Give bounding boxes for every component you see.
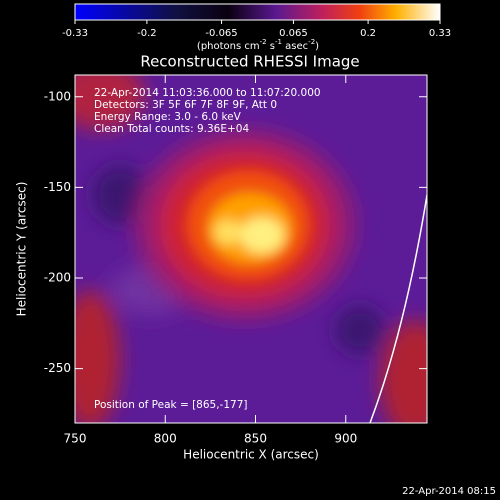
plot-frame: [74, 74, 428, 424]
colorbar-tick-label: 0.065: [279, 28, 308, 39]
colorbar-tick-label: 0.33: [429, 28, 451, 39]
annotation: 22-Apr-2014 11:03:36.000 to 11:07:20.000: [94, 87, 321, 99]
colorbar-tick-label: 0.2: [360, 28, 376, 39]
image: [75, 75, 427, 423]
unit-text: (photons cm: [197, 41, 260, 52]
unit-text: s: [267, 41, 275, 52]
x-tick-label: 850: [244, 432, 267, 446]
unit-exponent: -2: [260, 38, 267, 46]
x-tick-label: 900: [334, 432, 357, 446]
footer-date: 22-Apr-2014 08:15: [402, 486, 496, 497]
y-tick-label: -200: [44, 271, 71, 285]
annotation: Clean Total counts: 9.36E+04: [94, 123, 249, 135]
unit-exponent: -1: [275, 38, 282, 46]
colorbar-tick-label: -0.2: [137, 28, 157, 39]
colorbar: [74, 3, 441, 21]
y-tick-label: -100: [44, 89, 71, 103]
y-tick-label: -150: [44, 180, 71, 194]
peak-label: Position of Peak = [865,-177]: [94, 399, 248, 411]
unit-exponent: -2: [308, 38, 315, 46]
colorbar-tick-label: -0.065: [205, 28, 237, 39]
y-tick-label: -250: [44, 361, 71, 375]
annotation: Detectors: 3F 5F 6F 7F 8F 9F, Att 0: [94, 99, 277, 111]
unit-text: ): [315, 41, 319, 52]
x-tick-label: 800: [154, 432, 177, 446]
chart-title: Reconstructed RHESSI Image: [140, 53, 359, 71]
colorbar-units: (photons cm-2 s-1 asec-2): [197, 38, 319, 52]
x-tick-label: 750: [64, 432, 87, 446]
annotation: Energy Range: 3.0 - 6.0 keV: [94, 111, 242, 123]
y-axis-label: Heliocentric Y (arcsec): [15, 182, 29, 317]
colorbar-tick-label: -0.33: [62, 28, 88, 39]
x-axis-label: Heliocentric X (arcsec): [183, 448, 319, 462]
unit-text: asec: [282, 41, 308, 52]
